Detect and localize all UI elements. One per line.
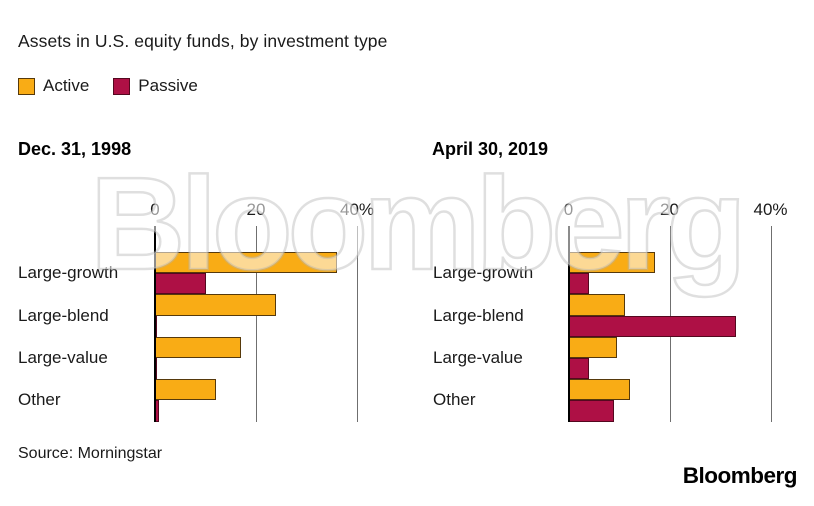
category-label-large-growth-dec-31-1998: Large-growth <box>18 263 119 283</box>
gridline-april-30-2019 <box>770 226 772 422</box>
x-tick-label-april-30-2019-0: 0 <box>563 200 574 219</box>
chart-title: Assets in U.S. equity funds, by investme… <box>18 31 388 51</box>
bar-passive-large-blend-april-30-2019 <box>568 315 736 337</box>
category-label-large-growth-april-30-2019: Large-growth <box>433 263 534 283</box>
active-swatch-icon <box>18 77 35 95</box>
x-tick-label-dec-31-1998-0: 0 <box>150 200 160 219</box>
x-tick-label-april-30-2019-20: 20 <box>660 200 679 219</box>
axis-line-dec-31-1998 <box>154 226 156 422</box>
bar-active-large-blend-dec-31-1998 <box>155 294 276 316</box>
bar-active-large-value-april-30-2019 <box>568 336 617 358</box>
bloomberg-logo: Bloomberg <box>682 463 798 488</box>
bar-active-large-blend-april-30-2019 <box>568 294 625 316</box>
bar-passive-large-value-april-30-2019 <box>568 358 589 380</box>
category-label-large-value-dec-31-1998: Large-value <box>18 348 108 367</box>
category-label-large-blend-dec-31-1998: Large-blend <box>18 305 109 325</box>
bar-active-large-growth-dec-31-1998 <box>155 252 337 274</box>
x-tick-label-dec-31-1998-40: 40% <box>339 200 375 219</box>
legend: Active Passive <box>18 76 222 96</box>
bar-passive-other-april-30-2019 <box>568 400 614 422</box>
source-note: Source: Morningstar <box>18 445 163 462</box>
x-tick-label-april-30-2019-40: 40% <box>753 200 788 219</box>
category-label-large-blend-april-30-2019: Large-blend <box>433 305 524 325</box>
category-label-large-value-april-30-2019: Large-value <box>433 348 523 367</box>
chart-header-1998: Dec. 31, 1998 <box>18 139 132 159</box>
legend-item-active: Active <box>18 76 89 96</box>
bar-active-large-value-dec-31-1998 <box>155 336 241 358</box>
bar-passive-large-growth-dec-31-1998 <box>155 273 206 295</box>
gridline-dec-31-1998 <box>256 226 257 422</box>
legend-label-passive: Passive <box>138 76 198 95</box>
legend-item-passive: Passive <box>113 76 198 96</box>
bar-active-other-dec-31-1998 <box>155 379 216 401</box>
passive-swatch-icon <box>113 77 131 95</box>
bar-active-large-growth-april-30-2019 <box>568 252 655 274</box>
legend-label-active: Active <box>43 76 90 95</box>
bar-active-other-april-30-2019 <box>568 379 630 401</box>
category-label-other-april-30-2019: Other <box>433 390 476 410</box>
axis-line-april-30-2019 <box>567 226 570 422</box>
chart-header-2019: April 30, 2019 <box>432 139 549 159</box>
gridline-dec-31-1998 <box>357 226 358 422</box>
category-label-other-dec-31-1998: Other <box>18 390 61 410</box>
x-tick-label-dec-31-1998-20: 20 <box>246 200 266 219</box>
bar-passive-large-growth-april-30-2019 <box>568 273 589 295</box>
